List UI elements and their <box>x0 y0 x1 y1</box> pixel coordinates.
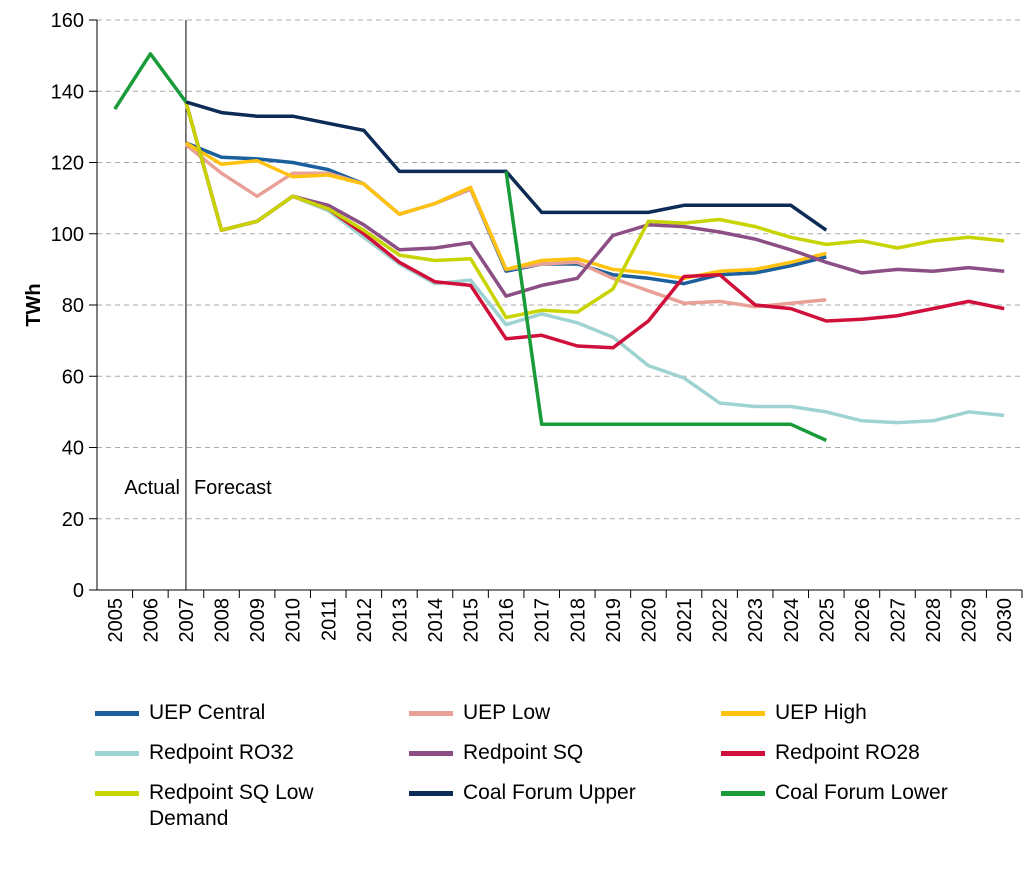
legend-swatch <box>721 751 765 756</box>
x-tick-label: 2025 <box>816 598 838 643</box>
y-tick-label: 40 <box>62 438 84 460</box>
x-tick-label: 2007 <box>176 598 198 643</box>
x-tick-label: 2005 <box>105 598 127 643</box>
legend-item: UEP High <box>721 700 1021 726</box>
x-tick-label: 2008 <box>212 598 234 643</box>
x-tick-label: 2021 <box>674 598 696 643</box>
x-tick-label: 2012 <box>354 598 376 643</box>
legend-label: Redpoint SQ Low Demand <box>149 781 314 830</box>
x-tick-label: 2026 <box>852 598 874 643</box>
legend-swatch <box>409 791 453 796</box>
legend-swatch <box>409 751 453 756</box>
series-line <box>113 52 828 442</box>
series-line <box>184 101 1005 320</box>
x-tick-label: 2027 <box>887 598 909 643</box>
legend-label: Redpoint SQ <box>463 741 584 764</box>
legend-label: Coal Forum Lower <box>775 781 948 804</box>
x-tick-label: 2024 <box>781 598 803 643</box>
series-line <box>184 141 827 281</box>
series-line <box>185 100 828 232</box>
y-tick-label: 120 <box>51 153 84 175</box>
annotation: Actual <box>124 477 180 499</box>
legend-item: UEP Low <box>409 700 721 726</box>
x-tick-label: 2010 <box>283 598 305 643</box>
y-axis-label: TWh <box>23 283 45 326</box>
x-tick-label: 2017 <box>532 598 554 643</box>
legend-swatch <box>95 751 139 756</box>
legend-item: Redpoint RO28 <box>721 740 1021 766</box>
x-tick-label: 2023 <box>745 598 767 643</box>
y-tick-label: 100 <box>51 224 84 246</box>
y-tick-label: 140 <box>51 81 84 103</box>
series-line <box>185 141 827 286</box>
legend-item: Redpoint SQ Low Demand <box>95 780 409 832</box>
x-tick-label: 2016 <box>496 598 518 643</box>
legend-item: Coal Forum Upper <box>409 780 721 832</box>
x-tick-label: 2020 <box>638 598 660 643</box>
legend-label: Coal Forum Upper <box>463 781 636 804</box>
legend-item: Redpoint SQ <box>409 740 721 766</box>
legend-swatch <box>95 791 139 796</box>
legend-item: UEP Central <box>95 700 409 726</box>
legend-label: Redpoint RO32 <box>149 741 294 764</box>
chart: 0 20 40 60 80 100 120 140 160 TWh 2005 2006 2007 2008… <box>23 10 1023 643</box>
x-tick-label: 2018 <box>567 598 589 643</box>
legend-swatch <box>95 711 139 716</box>
legend-swatch <box>409 711 453 716</box>
y-tick-label: 160 <box>51 10 84 32</box>
x-tick-label: 2015 <box>461 598 483 643</box>
x-tick-label: 2030 <box>994 598 1016 643</box>
legend-label: UEP Low <box>463 701 551 724</box>
x-tick-label: 2022 <box>710 598 732 643</box>
y-tick-label: 60 <box>62 366 84 388</box>
series-line <box>184 101 1005 298</box>
x-tick-label: 2013 <box>389 598 411 643</box>
x-tick-label: 2014 <box>425 598 447 643</box>
x-tick-label: 2029 <box>959 598 981 643</box>
legend-item: Redpoint RO32 <box>95 740 409 766</box>
legend: UEP Central UEP Low UEP High Redpoint RO32 R… <box>95 700 1025 832</box>
legend-label: UEP High <box>775 701 867 724</box>
x-tick-label: 2009 <box>247 598 269 643</box>
legend-swatch <box>721 711 765 716</box>
y-tick-label: 0 <box>73 580 84 602</box>
legend-label: Redpoint RO28 <box>775 741 920 764</box>
y-tick-label: 20 <box>62 509 84 531</box>
x-tick-label: 2028 <box>923 598 945 643</box>
x-tick-label: 2006 <box>140 598 162 643</box>
annotation: Forecast <box>194 477 272 499</box>
series-line <box>184 101 1005 350</box>
x-tick-label: 2011 <box>318 598 340 641</box>
y-tick-label: 80 <box>62 295 84 317</box>
legend-item: Coal Forum Lower <box>721 780 1021 832</box>
x-tick-label: 2019 <box>603 598 625 643</box>
legend-swatch <box>721 791 765 796</box>
legend-label: UEP Central <box>149 701 266 724</box>
